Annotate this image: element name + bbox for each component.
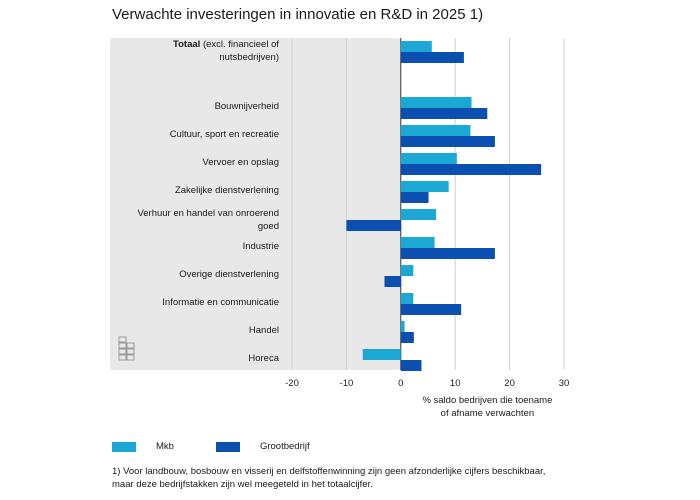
x-tick-label: 20 [504, 378, 515, 389]
x-tick-label: 10 [450, 378, 461, 389]
bar-mkb-7 [400, 265, 414, 276]
legend-label-grootbedrijf: Grootbedrijf [259, 441, 310, 452]
bar-grootbedrijf-6 [400, 248, 495, 259]
x-tick-label: 30 [559, 378, 570, 389]
bar-mkb-8 [400, 293, 414, 304]
bar-mkb-1 [400, 97, 472, 108]
category-label-10: Horeca [248, 353, 279, 364]
bar-grootbedrijf-3 [400, 164, 542, 175]
x-tick-label: -10 [340, 378, 354, 389]
legend-item-grootbedrijf: Grootbedrijf [215, 441, 310, 452]
legend-item-mkb: Mkb [112, 441, 174, 452]
category-label-6: Industrie [243, 241, 279, 252]
legend: Mkb Grootbedrijf [112, 441, 352, 452]
category-labels: Totaal (excl. financieel of nutsbedrijven… [137, 39, 279, 364]
category-label-0: Totaal (excl. financieel of nutsbedrijven… [173, 39, 279, 63]
bar-chart: Totaal (excl. financieel of nutsbedrijven… [110, 38, 569, 419]
chart-title: Verwachte investeringen in innovatie en … [112, 6, 484, 23]
bar-mkb-9 [400, 321, 405, 332]
bars [346, 41, 542, 371]
bar-mkb-0 [400, 41, 432, 52]
category-label-8: Informatie en communicatie [162, 297, 279, 308]
bar-mkb-3 [400, 153, 457, 164]
bar-grootbedrijf-2 [400, 136, 495, 147]
category-label-panel [110, 38, 401, 370]
cbs-logo-icon [118, 336, 135, 361]
category-label-1: Bouwnijverheid [215, 101, 279, 112]
bar-grootbedrijf-9 [400, 332, 414, 343]
bar-grootbedrijf-8 [400, 304, 462, 315]
bar-grootbedrijf-4 [400, 192, 429, 203]
x-tick-label: -20 [285, 378, 299, 389]
legend-swatch-grootbedrijf [215, 441, 240, 452]
bar-mkb-4 [400, 181, 449, 192]
category-label-3: Vervoer en opslag [202, 157, 279, 168]
bar-mkb-10 [362, 349, 401, 360]
bar-mkb-2 [400, 125, 471, 136]
category-label-9: Handel [249, 325, 279, 336]
bar-grootbedrijf-0 [400, 52, 464, 63]
x-axis-title-line-2: of afname verwachten [441, 408, 534, 419]
bar-grootbedrijf-10 [400, 360, 422, 371]
bar-grootbedrijf-7 [384, 276, 401, 287]
legend-swatch-mkb [112, 441, 136, 452]
category-label-7: Overige dienstverlening [179, 269, 279, 280]
category-label-5: Verhuur en handel van onroerend goed [137, 208, 279, 232]
bar-grootbedrijf-5 [346, 220, 401, 231]
category-label-2: Cultuur, sport en recreatie [170, 129, 279, 140]
bar-mkb-6 [400, 237, 435, 248]
footnote: 1) Voor landbouw, bosbouw en visserij en… [112, 466, 546, 490]
bar-grootbedrijf-1 [400, 108, 488, 119]
bar-mkb-5 [400, 209, 437, 220]
x-tick-label: 0 [398, 378, 403, 389]
x-axis-title-line-1: % saldo bedrijven die toename [422, 395, 552, 406]
legend-label-mkb: Mkb [156, 441, 174, 452]
category-label-4: Zakelijke dienstverlening [175, 185, 279, 196]
x-tick-labels: -20 -10 0 10 20 30 [285, 378, 569, 389]
